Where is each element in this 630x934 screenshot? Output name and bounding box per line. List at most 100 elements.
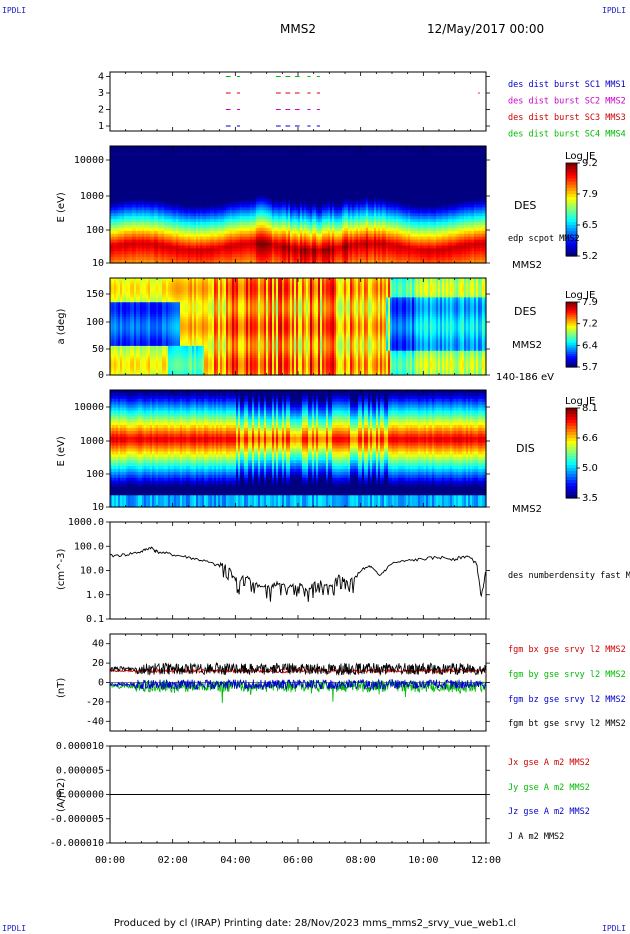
heatmap-cell: [138, 172, 141, 176]
heatmap-cell: [152, 189, 155, 194]
heatmap-cell: [230, 227, 233, 232]
heatmap-cell: [192, 146, 195, 150]
heatmap-cell: [248, 154, 251, 159]
heatmap-cell: [236, 184, 239, 188]
heatmap-cell: [170, 146, 173, 150]
heatmap-cell: [140, 245, 143, 249]
heatmap-cell: [114, 251, 117, 255]
heatmap-cell: [216, 148, 219, 153]
heatmap-cell: [170, 254, 173, 258]
heatmap-cell: [192, 154, 195, 159]
heatmap-cell: [116, 254, 119, 258]
heatmap-cell: [202, 160, 205, 165]
heatmap-cell: [230, 195, 233, 200]
heatmap-cell: [184, 248, 187, 252]
heatmap-cell: [132, 260, 135, 264]
heatmap-cell: [122, 224, 125, 229]
heatmap-cell: [198, 166, 201, 170]
heatmap-cell: [124, 242, 127, 247]
heatmap-cell: [144, 210, 147, 214]
heatmap-cell: [166, 154, 169, 159]
heatmap-cell: [220, 248, 223, 252]
heatmap-cell: [158, 201, 161, 206]
heatmap-cell: [194, 154, 197, 159]
heatmap-cell: [122, 181, 125, 185]
heatmap-cell: [206, 219, 209, 223]
heatmap-cell: [244, 189, 247, 194]
heatmap-cell: [118, 213, 121, 217]
heatmap-cell: [208, 169, 211, 173]
heatmap-cell: [222, 195, 225, 200]
heatmap-cell: [160, 169, 163, 173]
heatmap-cell: [236, 154, 239, 159]
heatmap-cell: [196, 213, 199, 217]
heatmap-cell: [126, 157, 129, 162]
heatmap-cell: [154, 224, 157, 229]
heatmap-cell: [174, 184, 177, 188]
heatmap-cell: [140, 242, 143, 247]
heatmap-cell: [182, 157, 185, 162]
heatmap-cell: [190, 230, 193, 235]
heatmap-cell: [116, 186, 119, 191]
heatmap-cell: [180, 233, 183, 238]
heatmap-cell: [212, 154, 215, 159]
heatmap-cell: [234, 189, 237, 194]
heatmap-cell: [156, 154, 159, 159]
heatmap-cell: [132, 178, 135, 182]
heatmap-cell: [132, 175, 135, 179]
heatmap-cell: [248, 198, 251, 203]
heatmap-cell: [176, 224, 179, 229]
heatmap-cell: [148, 216, 151, 220]
heatmap-cell: [248, 242, 251, 247]
heatmap-cell: [124, 257, 127, 261]
heatmap-cell: [148, 189, 151, 194]
heatmap-cell: [126, 227, 129, 232]
heatmap-cell: [154, 204, 157, 209]
heatmap-cell: [186, 186, 189, 191]
heatmap-cell: [122, 230, 125, 235]
heatmap-cell: [174, 186, 177, 191]
heatmap-cell: [174, 154, 177, 159]
heatmap-cell: [210, 204, 213, 209]
heatmap-cell: [120, 236, 123, 241]
heatmap-cell: [206, 163, 209, 168]
heatmap-cell: [166, 222, 169, 226]
heatmap-cell: [198, 210, 201, 214]
heatmap-cell: [136, 160, 139, 165]
heatmap-cell: [244, 154, 247, 159]
heatmap-cell: [240, 192, 243, 197]
heatmap-cell: [146, 201, 149, 206]
heatmap-cell: [144, 154, 147, 159]
heatmap-cell: [118, 166, 121, 170]
heatmap-cell: [206, 227, 209, 232]
heatmap-cell: [204, 224, 207, 229]
heatmap-cell: [174, 192, 177, 197]
heatmap-cell: [142, 201, 145, 206]
heatmap-cell: [162, 175, 165, 179]
heatmap-cell: [220, 251, 223, 255]
heatmap-cell: [120, 172, 123, 176]
heatmap-cell: [172, 172, 175, 176]
heatmap-cell: [224, 207, 227, 211]
heatmap-cell: [160, 257, 163, 261]
heatmap-cell: [120, 207, 123, 211]
heatmap-cell: [238, 151, 241, 156]
heatmap-cell: [206, 198, 209, 203]
heatmap-cell: [132, 257, 135, 261]
heatmap-cell: [236, 233, 239, 238]
heatmap-cell: [222, 172, 225, 176]
heatmap-cell: [188, 192, 191, 197]
heatmap-cell: [114, 219, 117, 223]
heatmap-cell: [120, 224, 123, 229]
heatmap-cell: [246, 257, 249, 261]
heatmap-cell: [144, 233, 147, 238]
heatmap-cell: [144, 198, 147, 203]
heatmap-cell: [214, 166, 217, 170]
heatmap-cell: [202, 146, 205, 150]
heatmap-cell: [244, 163, 247, 168]
heatmap-cell: [158, 189, 161, 194]
heatmap-cell: [232, 236, 235, 241]
heatmap-cell: [140, 160, 143, 165]
heatmap-cell: [122, 178, 125, 182]
heatmap-cell: [188, 260, 191, 264]
